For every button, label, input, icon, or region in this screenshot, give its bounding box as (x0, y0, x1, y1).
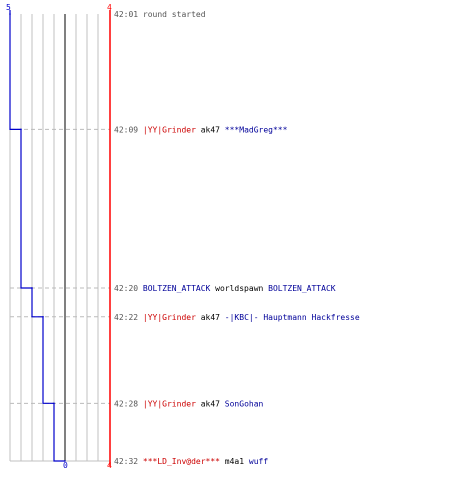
right-axis-top-tick: 4 (107, 3, 112, 12)
event-weapon-text: m4a1 (220, 457, 244, 466)
event-time: 42:22 (114, 313, 143, 322)
event-red-text: |YY|Grinder (143, 399, 196, 408)
event-weapon-text: worldspawn (210, 284, 263, 293)
event-guide-lines (10, 128, 110, 404)
event-info-text: round started (143, 10, 206, 19)
event-row: 42:32 ***LD_Inv@der*** m4a1 wuff (114, 457, 268, 466)
event-weapon-text: ak47 (196, 125, 220, 134)
series-point (42, 316, 44, 318)
event-weapon-text: ak47 (196, 313, 220, 322)
event-weapon-text: ak47 (196, 399, 220, 408)
event-time: 42:28 (114, 399, 143, 408)
event-time: 42:20 (114, 284, 143, 293)
series-point (9, 13, 11, 15)
event-row: 42:22 |YY|Grinder ak47 -|KBC|- Hauptmann… (114, 313, 360, 322)
bottom-axis-tick: 0 (63, 461, 68, 470)
event-blue-text: wuff (244, 457, 268, 466)
axis-ticks: 5 0 4 4 (6, 3, 112, 470)
event-row: 42:09 |YY|Grinder ak47 ***MadGreg*** (114, 125, 288, 134)
right-axis-bottom-tick: 4 (107, 461, 112, 470)
series-point (53, 402, 55, 405)
event-blue-text: BOLTZEN_ATTACK (143, 284, 211, 293)
series-point (31, 287, 33, 289)
event-time: 42:09 (114, 125, 143, 134)
event-blue-text: SonGohan (220, 399, 264, 408)
left-axis-top-tick: 5 (6, 3, 11, 12)
event-row: 42:20 BOLTZEN_ATTACK worldspawn BOLTZEN_… (114, 284, 336, 293)
event-time: 42:01 (114, 10, 143, 19)
event-red-text: |YY|Grinder (143, 125, 196, 134)
axes (9, 10, 111, 466)
event-log: 42:01 round started 42:09 |YY|Grinder ak4… (114, 10, 360, 466)
event-red-text: ***LD_Inv@der*** (143, 457, 220, 466)
event-blue-text: -|KBC|- Hauptmann Hackfresse (220, 313, 360, 322)
event-time: 42:32 (114, 457, 143, 466)
event-row: 42:01 round started (114, 10, 206, 19)
player-count-series (9, 10, 66, 462)
event-red-text: |YY|Grinder (143, 313, 196, 322)
series-point (64, 460, 66, 462)
event-row: 42:28 |YY|Grinder ak47 SonGohan (114, 399, 264, 408)
event-blue-text: ***MadGreg*** (220, 125, 288, 134)
player-count-step-line (9, 10, 65, 462)
event-blue-text: BOLTZEN_ATTACK (263, 284, 335, 293)
series-point (20, 128, 22, 131)
grid (10, 14, 110, 462)
